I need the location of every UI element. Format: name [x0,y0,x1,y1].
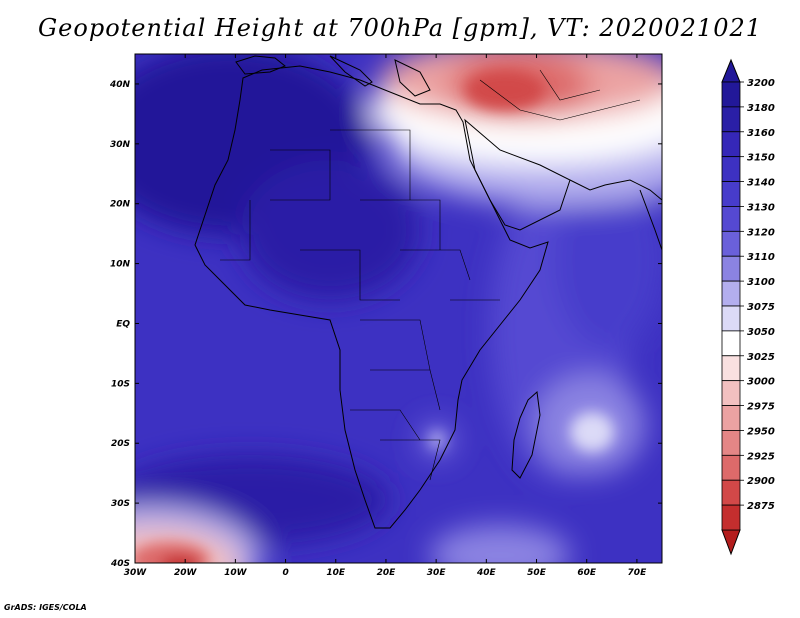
colorbar-bottom-arrow [721,529,741,556]
lon-tick-label: 0 [282,568,288,578]
lon-tick-label: 40E [476,568,497,578]
map-frame [134,53,663,564]
lat-tick-label: 20N [110,200,131,210]
colorbar-swatch [721,230,741,257]
lon-tick-label: 30W [124,568,148,578]
colorbar-label: 3140 [747,178,775,189]
lon-tick-label: 50E [527,568,547,578]
colorbar-label: 3050 [747,327,775,338]
colorbar-swatch [721,380,741,406]
lat-tick-label: EQ [116,319,130,329]
coastlines [194,55,662,529]
colorbar-swatch [721,454,741,481]
colorbar-swatch [721,106,741,133]
colorbar-swatch [721,504,741,531]
colorbar-swatch [721,430,741,456]
colorbar-swatch [721,405,741,431]
colorbar-label: 3110 [747,252,775,263]
lon-tick-label: 20E [377,568,397,578]
colorbar-label: 2975 [747,402,775,413]
colorbar-label: 3130 [747,202,775,213]
latitude-axis: 40N 30N 20N 10N EQ 10S 20S 30S 40S [109,80,662,569]
colorbar-swatch [721,330,741,357]
colorbar-label: 2875 [747,501,775,512]
colorbar-label: 2950 [747,426,775,437]
colorbar-swatch [721,81,741,108]
lat-tick-label: 30N [110,140,131,150]
colorbar-swatch [721,479,741,506]
height-field [135,54,662,563]
colorbar-label: 3075 [747,302,775,313]
colorbar-label: 3100 [747,277,775,288]
colorbar-swatch [721,156,741,182]
lat-tick-label: 10N [110,260,131,270]
colorbar-label: 3200 [747,78,775,89]
colorbar-label: 3160 [747,128,775,139]
chart-title: Geopotential Height at 700hPa [gpm], VT:… [38,14,762,42]
lat-tick-label: 40N [109,80,131,90]
lat-tick-label: 10S [111,379,130,389]
colorbar-top-arrow [721,58,741,83]
footer-credit: GrADS: IGES/COLA [4,603,87,612]
country-borders [220,69,641,481]
lon-tick-label: 20W [174,568,198,578]
colorbar-label: 2925 [747,451,775,462]
colorbar-swatch [721,131,741,158]
lat-tick-label: 30S [111,499,130,509]
colorbar-label: 2900 [747,476,775,487]
colorbar-label: 3180 [747,103,775,114]
colorbar-label: 3150 [747,153,775,164]
lon-tick-label: 70E [628,568,648,578]
lon-tick-label: 10E [326,568,346,578]
longitude-axis: 30W 20W 10W 0 10E 20E 30E 40E 50E 60E 70E [124,54,647,578]
colorbar-swatch [721,255,741,282]
colorbar-label: 3120 [747,227,775,238]
colorbar-swatch [721,206,741,232]
colorbar-swatch [721,181,741,207]
lon-tick-label: 60E [577,568,597,578]
colorbar-swatch [721,355,741,382]
colorbar-swatch [721,280,741,307]
lat-tick-label: 40S [110,559,130,569]
lat-tick-label: 20S [111,439,130,449]
lon-tick-label: 30E [427,568,447,578]
colorbar-label: 3000 [747,377,775,388]
colorbar-label: 3025 [747,352,775,363]
colorbar: 3200 3180 3160 3150 3140 3130 3120 3110 3100 3075… [721,58,775,556]
colorbar-swatch [721,305,741,332]
lon-tick-label: 10W [224,568,248,578]
